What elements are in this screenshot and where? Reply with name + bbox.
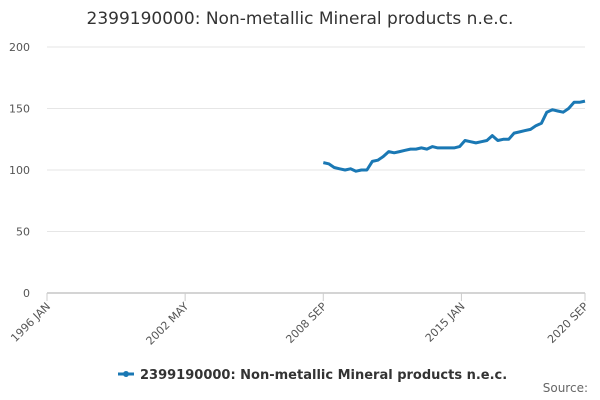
y-tick-label: 150 [9,103,30,116]
y-tick-label: 0 [23,287,30,300]
data-line [322,99,586,173]
x-tick-label: 2015 JAN [423,300,468,345]
x-tick-label: 1996 JAN [8,300,53,345]
x-tick-label: 2020 SEP [545,300,591,346]
source: Source: [543,381,588,395]
chart-title: 2399190000: Non-metallic Mineral product… [87,9,514,29]
y-tick-label: 200 [9,41,30,54]
x-tick-label: 2008 SEP [283,300,329,346]
x-tick-label: 2002 MAY [144,300,192,348]
legend-label: 2399190000: Non-metallic Mineral product… [140,368,507,383]
legend-marker [123,371,129,377]
y-tick-label: 100 [9,164,30,177]
y-tick-label: 50 [16,226,30,239]
